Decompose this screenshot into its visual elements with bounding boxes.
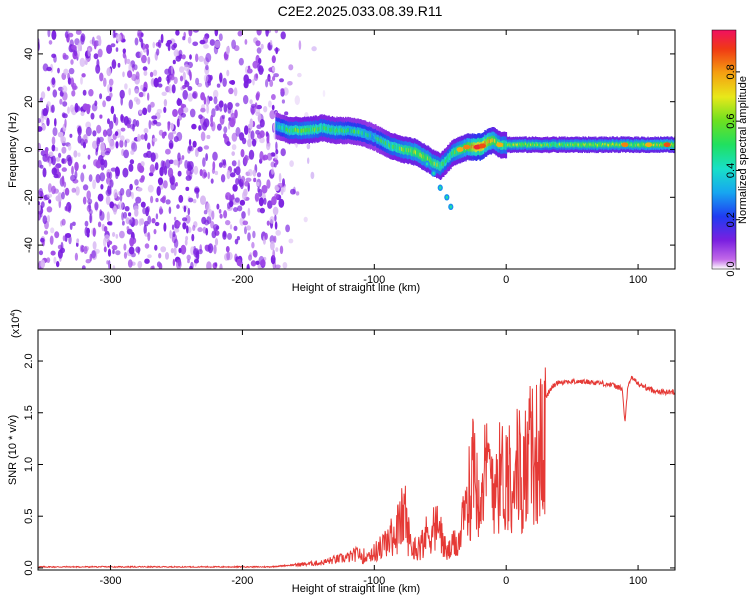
colorbar-tick-label: 0.0 [725,261,737,276]
spectrogram-y-tick-label: -20 [23,189,35,205]
snr-y-exponent: (x104) [10,309,22,338]
spectrogram-x-tick-label: -100 [363,274,385,286]
spectrogram-y-axis-title: Frequency (Hz) [7,112,19,188]
snr-x-tick-label: 100 [629,575,647,587]
snr-x-axis-title: Height of straight line (km) [292,583,420,595]
spectrogram-x-axis-title: Height of straight line (km) [292,282,420,294]
snr-y-tick-label: 0.5 [23,509,35,524]
spectrogram-x-tick-label: -200 [231,274,253,286]
snr-x-tick-label: 0 [503,575,509,587]
snr-axes: -300 -200 -100 0 100 0.0 0.5 1.0 1.5 2.0 [23,330,675,587]
spectrogram-y-tick-label: 0 [23,146,35,152]
colorbar-tick-label: 0.8 [725,64,737,79]
colorbar: 0.0 0.2 0.4 0.6 0.8 Normalized spectral ampl… [711,29,749,277]
snr-frame [37,329,676,571]
colorbar-gradient [711,29,737,270]
snr-exponent-base: (x10 [10,317,22,338]
snr-plot-area [38,367,675,569]
spectrogram-x-tick-label: 100 [629,274,647,286]
snr-x-tick-label: -100 [363,575,385,587]
colorbar-axes: 0.0 0.2 0.4 0.6 0.8 [725,64,740,277]
spectrogram-y-tick-label: -40 [23,237,35,253]
snr-panel: -300 -200 -100 0 100 0.0 0.5 1.0 1.5 2.0 Height o… [7,309,676,595]
snr-y-tick-label: 1.0 [23,457,35,472]
snr-y-tick-label: 0.0 [23,560,35,575]
spectrogram-plot-area [38,30,675,269]
colorbar-tick-label: 0.4 [725,163,737,178]
snr-exponent-close: ) [10,309,22,313]
snr-series-line [38,367,675,569]
colorbar-tick-label: 0.2 [725,212,737,227]
spectrogram-y-tick-label: 20 [23,96,35,108]
chart-title: C2E2.2025.033.08.39.R11 [278,3,443,19]
snr-x-tick-label: -300 [100,575,122,587]
snr-y-axis-title: SNR (10 * v/v) [7,415,19,485]
noise-texture [38,30,326,269]
snr-exponent-power: 4 [10,313,17,317]
svg-text:(x104): (x104) [10,309,22,338]
colorbar-title: Normalized spectral amplitude [737,76,749,224]
spectrogram-y-tick-label: 40 [23,48,35,60]
signal-ridge [275,112,675,180]
snr-y-tick-label: 2.0 [23,353,35,368]
snr-y-tick-label: 1.5 [23,405,35,420]
spectrogram-x-tick-label: 0 [503,274,509,286]
spectrogram-x-tick-label: -300 [100,274,122,286]
signal-branch [424,160,454,211]
snr-x-tick-label: -200 [231,575,253,587]
colorbar-tick-label: 0.6 [725,114,737,129]
